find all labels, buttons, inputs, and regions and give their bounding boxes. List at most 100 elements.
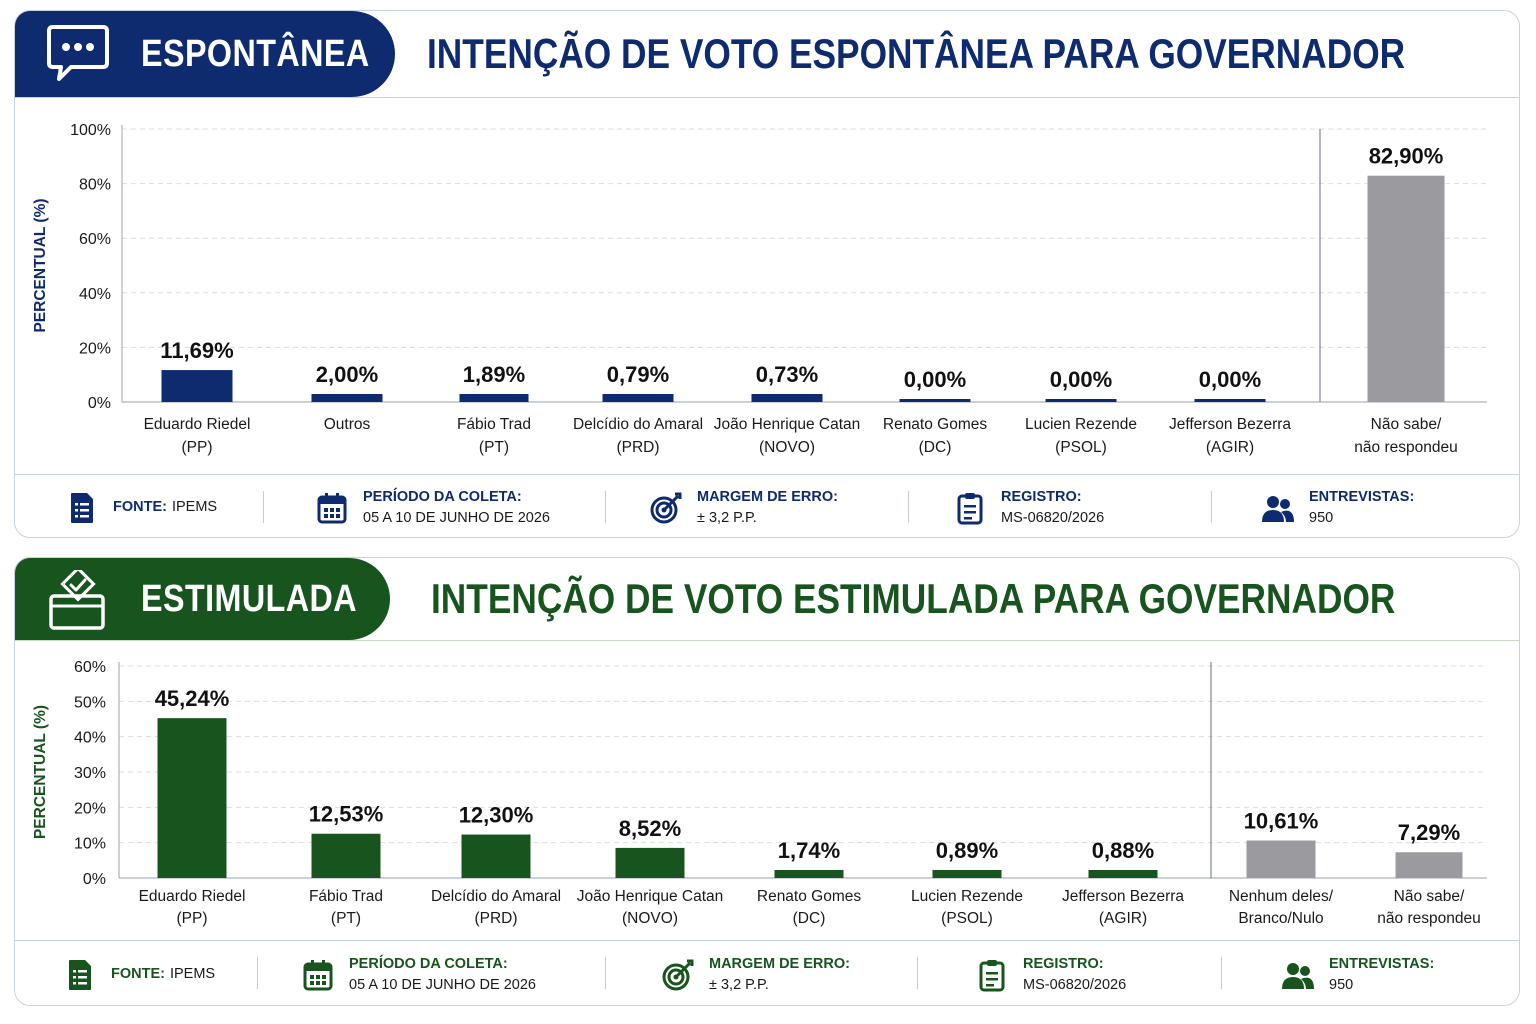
bar [899,399,971,402]
target-icon [650,492,682,523]
y-tick-label: 40% [79,286,111,303]
footer-divider [1211,491,1212,523]
margin-label: MARGEM DE ERRO: [709,955,850,972]
calendar-icon [303,959,333,990]
people-icon [1282,962,1314,989]
y-axis-label: PERCENTUAL (%) [32,705,49,839]
clipboard-icon [957,492,983,524]
ballot-box-icon [49,570,105,630]
x-tick-label: Delcídio do Amaral [431,888,561,905]
x-tick-label: não respondeu [1377,910,1480,927]
badge-label: ESPONTÂNEA [141,32,370,75]
x-tick-label: (PT) [479,439,509,456]
x-tick-label: (PT) [331,910,361,927]
bar [774,870,844,878]
source-value: IPEMS [169,966,216,982]
x-tick-label: Renato Gomes [757,888,861,905]
y-tick-label: 0% [88,395,111,412]
x-tick-label: Nenhum deles/ [1229,888,1334,905]
badge-pill: ESPONTÂNEA [15,11,395,97]
y-tick-label: 0% [83,871,106,888]
spontaneous-panel: ESPONTÂNEA INTENÇÃO DE VOTO ESPONTÂNEA P… [14,10,1520,538]
x-tick-label: Lucien Rezende [1025,416,1137,433]
x-tick-label: Jefferson Bezerra [1169,416,1291,433]
clipboard-icon [979,959,1005,991]
x-tick-label: (PRD) [616,439,659,456]
margin-value: ± 3,2 P.P. [697,509,757,526]
margin-label: MARGEM DE ERRO: [697,488,838,505]
x-tick-label: (PP) [182,439,213,456]
x-tick-label: Fábio Trad [457,416,531,433]
footer-source: FONTE: IPEMS [65,475,217,537]
registry-label: REGISTRO: [1023,955,1104,972]
x-tick-label: Fábio Trad [309,888,383,905]
data-label: 7,29% [1398,820,1460,845]
x-tick-label: (PSOL) [1055,439,1107,456]
data-label: 45,24% [155,686,230,711]
chart-title: INTENÇÃO DE VOTO ESPONTÂNEA PARA GOVERNA… [427,30,1406,77]
data-label: 0,79% [607,362,669,387]
x-tick-label: (DC) [919,439,952,456]
x-tick-label: João Henrique Catan [714,416,861,433]
bar [459,394,529,402]
y-tick-label: 20% [79,340,111,357]
registry-label: REGISTRO: [1001,488,1082,505]
data-label: 10,61% [1244,809,1319,834]
x-tick-label: Renato Gomes [883,416,987,433]
footer-source: FONTE: IPEMS [63,941,216,1005]
bar [311,394,383,402]
interviews-value: 950 [1309,509,1334,526]
x-tick-label: Eduardo Riedel [144,416,251,433]
y-tick-label: 30% [74,765,106,782]
panel-header: ESTIMULADA INTENÇÃO DE VOTO ESTIMULADA P… [15,558,1519,641]
bar [932,870,1002,878]
bar [751,394,823,402]
y-tick-label: 40% [74,730,106,747]
interviews-label: ENTREVISTAS: [1329,955,1435,972]
data-label: 2,00% [316,362,378,387]
chart-title: INTENÇÃO DE VOTO ESTIMULADA PARA GOVERNA… [431,575,1396,622]
x-tick-label: João Henrique Catan [577,888,724,905]
calendar-icon [317,492,347,523]
x-tick-label: Eduardo Riedel [139,888,246,905]
y-tick-label: 60% [74,659,106,676]
chart-footer: FONTE: IPEMS PERÍODO DA COLETA: 05 A 10 … [15,474,1519,537]
data-label: 12,53% [309,802,384,827]
data-label: 0,89% [936,838,998,863]
bar [1194,399,1266,402]
x-tick-label: Delcídio do Amaral [573,416,703,433]
x-tick-label: (AGIR) [1099,910,1147,927]
footer-registry: REGISTRO: MS-06820/2026 [975,941,1127,1005]
period-value: 05 A 10 DE JUNHO DE 2026 [349,976,536,993]
footer-divider [917,957,918,989]
x-tick-label: (NOVO) [759,439,815,456]
bar [161,370,233,402]
footer-margin: MARGEM DE ERRO: ± 3,2 P.P. [649,475,838,537]
people-icon [1262,495,1294,522]
footer-divider [263,491,264,523]
bar [157,718,227,878]
badge-label: ESTIMULADA [141,577,357,620]
registry-value: MS-06820/2026 [1023,976,1127,993]
x-tick-label: Outros [324,416,371,433]
stimulated-panel: ESTIMULADA INTENÇÃO DE VOTO ESTIMULADA P… [14,557,1520,1006]
y-tick-label: 20% [74,800,106,817]
y-tick-label: 50% [74,694,106,711]
document-icon [69,959,91,990]
source-label: FONTE: [113,499,167,515]
interviews-value: 950 [1329,976,1354,993]
panel-header: ESPONTÂNEA INTENÇÃO DE VOTO ESPONTÂNEA P… [15,11,1519,98]
footer-divider [908,491,909,523]
bar [311,833,381,878]
footer-interviews: ENTREVISTAS: 950 [1261,475,1414,537]
period-label: PERÍODO DA COLETA: [349,955,508,972]
data-label: 11,69% [160,338,233,363]
x-tick-label: (PP) [177,910,208,927]
bar [461,834,531,878]
footer-period: PERÍODO DA COLETA: 05 A 10 DE JUNHO DE 2… [315,475,550,537]
y-tick-label: 80% [79,177,111,194]
footer-margin: MARGEM DE ERRO: ± 3,2 P.P. [661,941,850,1005]
bar [1246,840,1316,878]
x-tick-label: (NOVO) [622,910,678,927]
x-tick-label: Não sabe/ [1371,416,1442,433]
